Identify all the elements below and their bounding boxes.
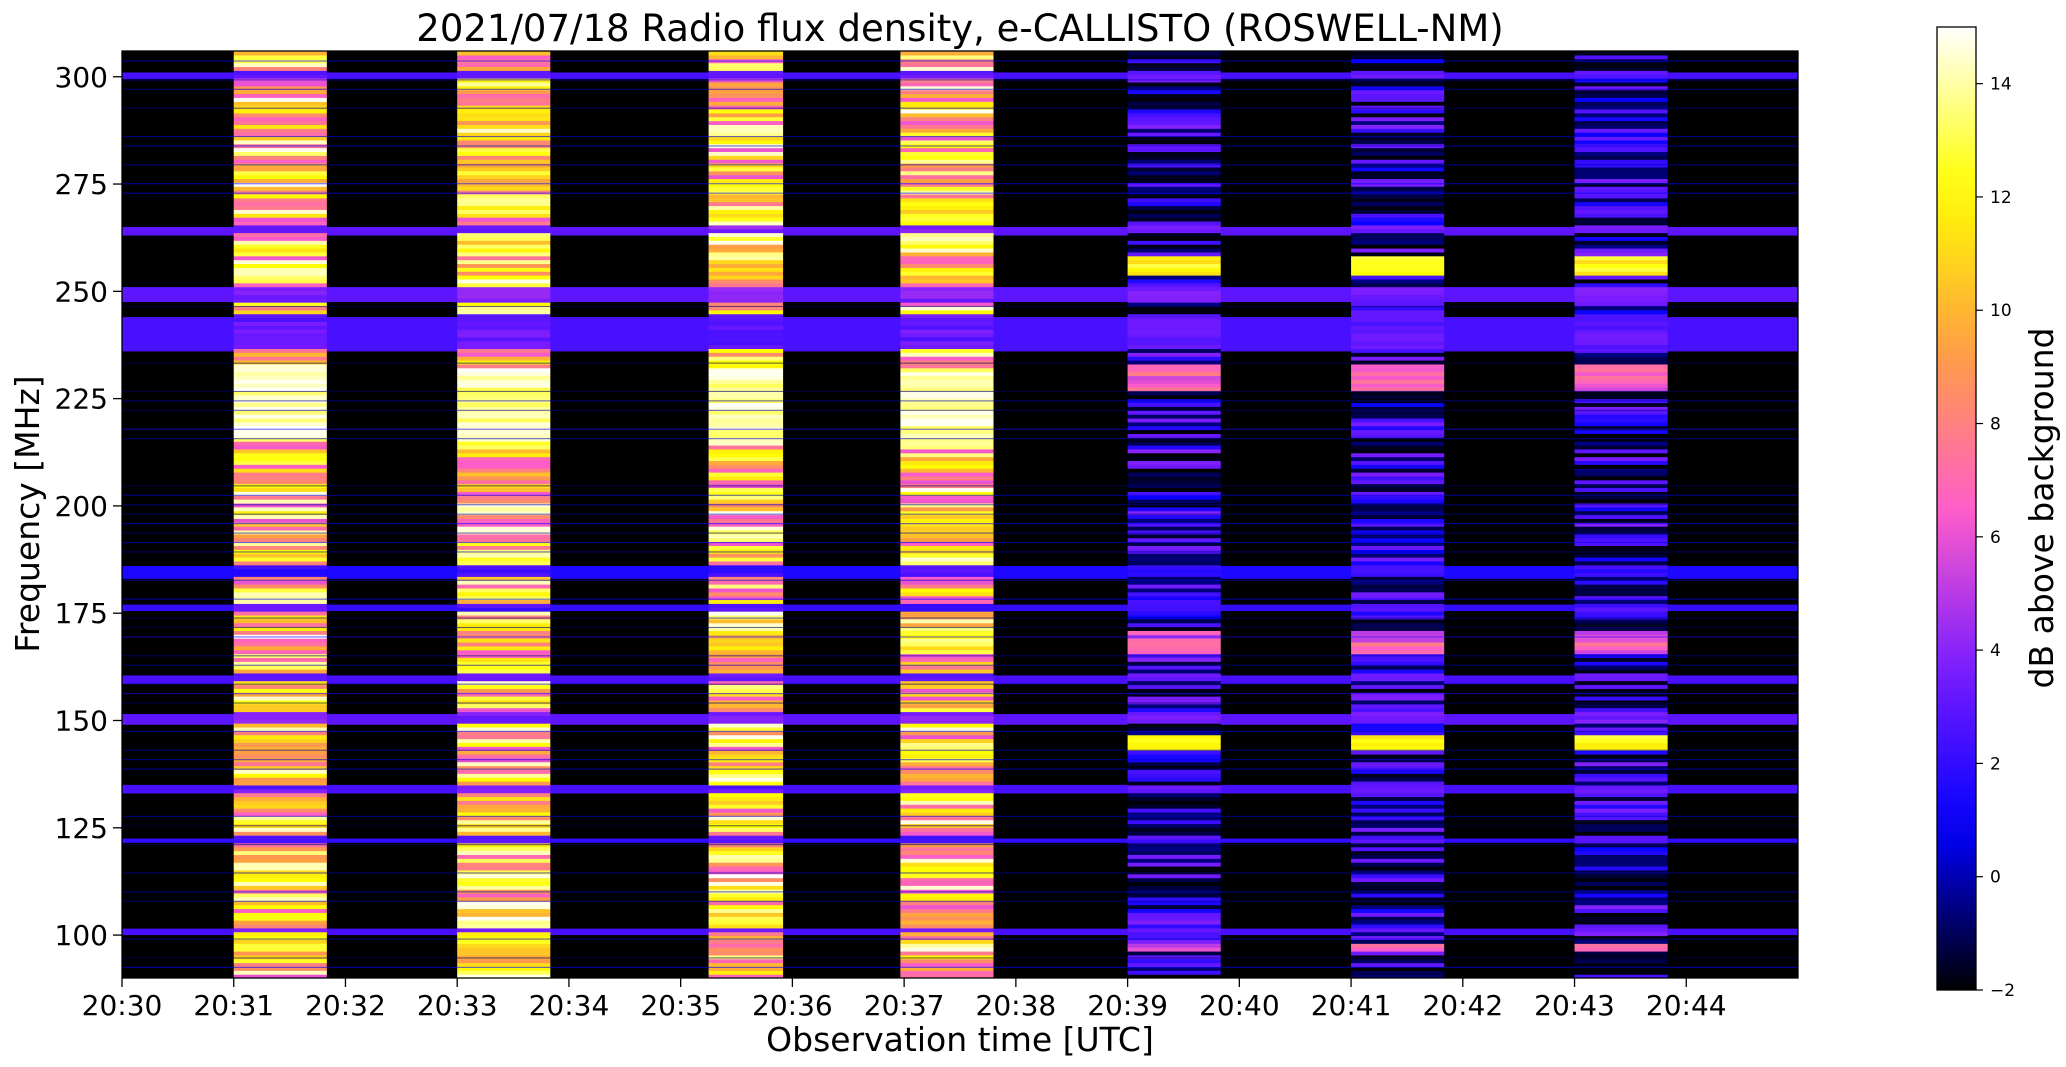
- x-tick-label: 20:36: [752, 989, 833, 1022]
- y-tick-label: 275: [55, 168, 108, 201]
- chart-title: 2021/07/18 Radio flux density, e-CALLIST…: [416, 7, 1503, 50]
- burst-column: [1127, 51, 1221, 978]
- colorbar-tick-label: −2: [1990, 981, 2015, 1001]
- x-axis: 20:30 20:31 20:32 20:33 20:34 20:35 20:36 20:37…: [82, 978, 1727, 1022]
- y-tick-label: 150: [55, 705, 108, 738]
- burst-column: [708, 51, 784, 978]
- x-tick-label: 20:43: [1534, 989, 1615, 1022]
- burst-column: [233, 51, 327, 978]
- x-tick-label: 20:31: [193, 989, 274, 1022]
- colorbar-tick-label: 10: [1990, 301, 2012, 321]
- spectrogram-heatmap: [122, 51, 1798, 978]
- x-tick-label: 20:33: [417, 989, 498, 1022]
- colorbar-tick-label: 12: [1990, 188, 2012, 208]
- y-axis: 100 125 150 175 200 225 250 275 300: [55, 61, 122, 952]
- x-tick-label: 20:35: [640, 989, 721, 1022]
- x-tick-label: 20:40: [1199, 989, 1280, 1022]
- x-axis-label: Observation time [UTC]: [766, 1020, 1154, 1059]
- x-tick-label: 20:42: [1422, 989, 1503, 1022]
- x-tick-label: 20:44: [1646, 989, 1727, 1022]
- burst-column: [900, 51, 994, 978]
- y-tick-label: 200: [55, 490, 108, 523]
- x-tick-label: 20:41: [1311, 989, 1392, 1022]
- burst-column: [457, 51, 551, 978]
- colorbar-label: dB above background: [2022, 328, 2061, 689]
- colorbar-tick-label: 8: [1990, 415, 2001, 435]
- colorbar-tick-label: 14: [1990, 75, 2012, 95]
- x-tick-label: 20:37: [864, 989, 945, 1022]
- x-tick-label: 20:38: [976, 989, 1057, 1022]
- y-tick-label: 300: [55, 61, 108, 94]
- y-tick-label: 125: [55, 812, 108, 845]
- y-axis-label: Frequency [MHz]: [8, 375, 47, 652]
- y-tick-label: 100: [55, 919, 108, 952]
- burst-column: [1351, 51, 1445, 978]
- y-tick-label: 225: [55, 383, 108, 416]
- y-tick-label: 250: [55, 275, 108, 308]
- x-tick-label: 20:30: [82, 989, 163, 1022]
- colorbar-tick-label: 4: [1990, 641, 2001, 661]
- plot-frame: [121, 50, 1799, 979]
- x-tick-label: 20:34: [529, 989, 610, 1022]
- x-tick-label: 20:39: [1087, 989, 1168, 1022]
- y-tick-label: 175: [55, 597, 108, 630]
- x-tick-label: 20:32: [305, 989, 386, 1022]
- colorbar-tick-label: 6: [1990, 528, 2001, 548]
- colorbar-axis: −2 0 2 4 6 8 10 12 14: [1976, 75, 2015, 1001]
- colorbar-tick-label: 0: [1990, 868, 2001, 888]
- burst-column: [1574, 51, 1668, 978]
- colorbar-tick-label: 2: [1990, 754, 2001, 774]
- colorbar: [1936, 26, 1977, 991]
